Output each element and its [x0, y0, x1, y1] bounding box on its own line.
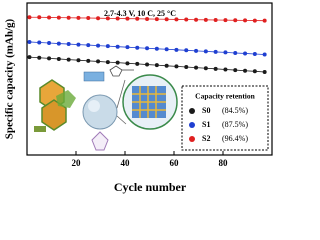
data-point — [223, 50, 228, 55]
x-axis-label: Cycle number — [114, 180, 187, 194]
data-point — [76, 15, 81, 20]
data-point — [252, 69, 257, 74]
data-point — [86, 58, 91, 63]
data-point — [37, 55, 42, 60]
data-point — [233, 68, 238, 73]
data-point — [47, 56, 52, 61]
data-point — [184, 48, 189, 53]
data-point — [203, 49, 208, 54]
data-point — [194, 48, 199, 53]
data-point — [125, 61, 130, 66]
data-point — [203, 66, 208, 71]
data-point — [243, 18, 248, 23]
data-point — [164, 63, 169, 68]
x-tick-label: 40 — [121, 158, 131, 168]
data-point — [105, 60, 110, 65]
data-point — [96, 43, 101, 48]
data-point — [262, 52, 267, 57]
data-point — [184, 17, 189, 22]
data-point — [154, 63, 159, 68]
data-point — [37, 40, 42, 45]
data-point — [262, 18, 267, 23]
data-point — [125, 45, 130, 50]
data-point — [203, 17, 208, 22]
legend-retention: (87.5%) — [222, 120, 248, 129]
data-point — [56, 56, 61, 61]
legend-box — [181, 85, 269, 151]
chart: 2.7-4.3 V, 10 C, 25 °C Cycle number Spec… — [4, 2, 273, 194]
data-point — [135, 45, 140, 50]
data-point — [252, 18, 257, 23]
legend-marker — [189, 108, 195, 114]
legend-retention: (96.4%) — [222, 134, 248, 143]
x-tick-label: 60 — [170, 158, 180, 168]
inset-illustration — [34, 65, 178, 151]
y-axis-label: Specific capacity (mAh/g) — [4, 18, 16, 139]
data-point — [174, 64, 179, 69]
legend-name: S1 — [202, 120, 210, 129]
data-point — [115, 60, 120, 65]
data-point — [86, 43, 91, 48]
x-tick-label: 80 — [219, 158, 229, 168]
data-point — [164, 17, 169, 22]
series-layer — [27, 15, 267, 74]
data-point — [243, 51, 248, 56]
data-point — [154, 17, 159, 22]
data-point — [47, 40, 52, 45]
data-point — [174, 17, 179, 22]
data-point — [194, 17, 199, 22]
data-point — [115, 44, 120, 49]
data-point — [223, 67, 228, 72]
data-point — [105, 44, 110, 49]
data-point — [86, 16, 91, 21]
data-point — [47, 15, 52, 20]
legend-title: Capacity retention — [195, 92, 255, 101]
data-point — [135, 16, 140, 21]
data-point — [135, 61, 140, 66]
data-point — [213, 18, 218, 23]
legend-name: S0 — [202, 106, 210, 115]
data-point — [37, 15, 42, 20]
plot-frame — [26, 2, 273, 156]
data-point — [115, 16, 120, 21]
data-point — [125, 16, 130, 21]
data-point — [252, 52, 257, 57]
data-point — [96, 16, 101, 21]
data-point — [194, 65, 199, 70]
data-point — [213, 66, 218, 71]
data-point — [213, 49, 218, 54]
data-point — [145, 62, 150, 67]
data-point — [27, 55, 32, 60]
data-point — [184, 65, 189, 70]
data-point — [66, 15, 71, 20]
data-point — [154, 46, 159, 51]
legend-retention: (84.5%) — [222, 106, 248, 115]
data-point — [223, 18, 228, 23]
data-point — [145, 16, 150, 21]
data-point — [233, 50, 238, 55]
data-point — [76, 58, 81, 63]
data-point — [164, 47, 169, 52]
data-point — [76, 42, 81, 47]
data-point — [56, 41, 61, 46]
x-tick-label: 20 — [72, 158, 82, 168]
data-point — [66, 57, 71, 62]
data-point — [174, 47, 179, 52]
data-point — [27, 15, 32, 20]
data-point — [27, 39, 32, 44]
data-point — [66, 42, 71, 47]
data-point — [105, 16, 110, 21]
data-point — [145, 46, 150, 51]
legend-marker — [189, 136, 195, 142]
data-point — [262, 69, 267, 74]
legend-marker — [189, 122, 195, 128]
chart-title: 2.7-4.3 V, 10 C, 25 °C — [104, 9, 176, 18]
legend-name: S2 — [202, 134, 210, 143]
data-point — [243, 68, 248, 73]
data-point — [233, 18, 238, 23]
data-point — [56, 15, 61, 20]
data-point — [96, 59, 101, 64]
